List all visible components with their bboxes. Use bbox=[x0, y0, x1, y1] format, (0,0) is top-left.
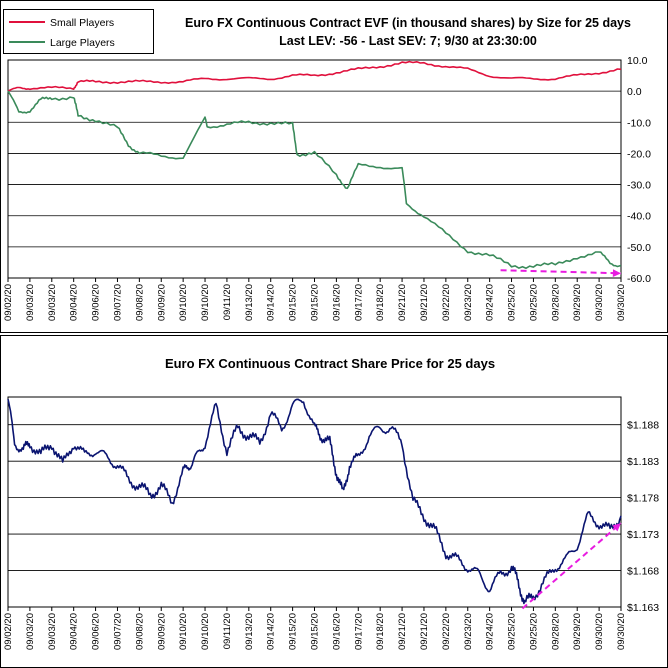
y-tick-label: -60.0 bbox=[627, 273, 651, 285]
x-tick-label: 09/21/20 bbox=[397, 613, 408, 650]
x-tick-label: 09/22/20 bbox=[441, 284, 452, 321]
x-tick-label: 09/23/20 bbox=[463, 284, 474, 321]
x-tick-label: 09/08/20 bbox=[134, 284, 145, 321]
chart-title: Euro FX Continuous Contract Share Price … bbox=[165, 356, 495, 371]
x-tick-label: 09/03/20 bbox=[47, 284, 58, 321]
x-tick-label: 09/08/20 bbox=[134, 613, 145, 650]
x-tick-label: 09/03/20 bbox=[47, 613, 58, 650]
y-tick-label: -40.0 bbox=[627, 211, 651, 223]
x-tick-label: 09/25/20 bbox=[528, 613, 539, 650]
plot-area bbox=[7, 396, 622, 608]
x-tick-label: 09/03/20 bbox=[25, 284, 36, 321]
x-tick-label: 09/02/20 bbox=[3, 284, 14, 321]
x-tick-label: 09/21/20 bbox=[419, 613, 430, 650]
x-tick-label: 09/24/20 bbox=[485, 284, 496, 321]
x-tick-label: 09/14/20 bbox=[266, 284, 277, 321]
y-tick-label: -10.0 bbox=[627, 117, 651, 129]
y-tick-label: $1.183 bbox=[627, 456, 659, 468]
x-tick-label: 09/16/20 bbox=[331, 613, 342, 650]
chart-subtitle: Last LEV: -56 - Last SEV: 7; 9/30 at 23:… bbox=[279, 34, 537, 48]
x-tick-label: 09/07/20 bbox=[112, 284, 123, 321]
x-tick-label: 09/21/20 bbox=[419, 284, 430, 321]
legend: Small Players Large Players bbox=[3, 9, 154, 54]
trend-arrowhead bbox=[612, 269, 621, 278]
x-tick-label: 09/06/20 bbox=[91, 284, 102, 321]
y-tick-label: $1.188 bbox=[627, 420, 659, 432]
x-tick-label: 09/30/20 bbox=[616, 613, 627, 650]
x-tick-label: 09/09/20 bbox=[156, 284, 167, 321]
x-tick-label: 09/15/20 bbox=[288, 613, 299, 650]
plot-area bbox=[7, 59, 622, 279]
legend-label-small-players: Small Players bbox=[50, 17, 114, 29]
series-line-large-players bbox=[7, 90, 622, 269]
x-tick-label: 09/15/20 bbox=[310, 284, 321, 321]
x-tick-label: 09/18/20 bbox=[375, 284, 386, 321]
x-tick-label: 09/30/20 bbox=[594, 613, 605, 650]
x-tick-label: 09/30/20 bbox=[594, 284, 605, 321]
legend-label-large-players: Large Players bbox=[50, 37, 115, 49]
x-tick-label: 09/21/20 bbox=[397, 284, 408, 321]
y-tick-label: 10.0 bbox=[627, 55, 648, 67]
x-tick-label: 09/13/20 bbox=[244, 613, 255, 650]
x-tick-label: 09/17/20 bbox=[353, 613, 364, 650]
x-tick-label: 09/02/20 bbox=[3, 613, 14, 650]
x-tick-label: 09/29/20 bbox=[572, 613, 583, 650]
trend-arrowhead bbox=[612, 523, 621, 532]
x-tick-label: 09/07/20 bbox=[112, 613, 123, 650]
y-tick-label: -50.0 bbox=[627, 242, 651, 254]
x-tick-label: 09/04/20 bbox=[69, 613, 80, 650]
x-tick-label: 09/11/20 bbox=[222, 284, 233, 320]
series-line-price bbox=[7, 398, 622, 605]
y-tick-label: $1.168 bbox=[627, 566, 659, 578]
trend-line bbox=[521, 522, 622, 610]
x-tick-label: 09/25/20 bbox=[507, 284, 518, 321]
x-tick-label: 09/24/20 bbox=[485, 613, 496, 650]
y-tick-label: $1.178 bbox=[627, 493, 659, 505]
x-tick-label: 09/03/20 bbox=[25, 613, 36, 650]
y-tick-label: -30.0 bbox=[627, 180, 651, 192]
chart-title: Euro FX Continuous Contract EVF (in thou… bbox=[185, 16, 631, 30]
price-chart: Euro FX Continuous Contract Share Price … bbox=[0, 335, 668, 668]
x-tick-label: 09/10/20 bbox=[200, 613, 211, 650]
x-tick-label: 09/14/20 bbox=[266, 613, 277, 650]
x-tick-label: 09/22/20 bbox=[441, 613, 452, 650]
x-tick-label: 09/10/20 bbox=[200, 284, 211, 321]
x-tick-label: 09/10/20 bbox=[178, 284, 189, 321]
x-tick-label: 09/11/20 bbox=[222, 613, 233, 649]
series-line-small-players bbox=[7, 60, 622, 92]
x-tick-label: 09/15/20 bbox=[310, 613, 321, 650]
x-tick-label: 09/23/20 bbox=[463, 613, 474, 650]
y-tick-label: $1.163 bbox=[627, 602, 659, 614]
x-tick-label: 09/25/20 bbox=[507, 613, 518, 650]
y-tick-label: 0.0 bbox=[627, 86, 642, 98]
x-tick-label: 09/09/20 bbox=[156, 613, 167, 650]
x-tick-label: 09/28/20 bbox=[550, 613, 561, 650]
x-tick-label: 09/16/20 bbox=[331, 284, 342, 321]
x-tick-label: 09/17/20 bbox=[353, 284, 364, 321]
y-tick-label: -20.0 bbox=[627, 148, 651, 160]
x-tick-label: 09/15/20 bbox=[288, 284, 299, 321]
x-tick-label: 09/10/20 bbox=[178, 613, 189, 650]
x-tick-label: 09/30/20 bbox=[616, 284, 627, 321]
trend-line bbox=[500, 269, 622, 275]
x-tick-label: 09/18/20 bbox=[375, 613, 386, 650]
x-tick-label: 09/04/20 bbox=[69, 284, 80, 321]
evf-chart: Euro FX Continuous Contract EVF (in thou… bbox=[0, 0, 668, 333]
x-tick-label: 09/13/20 bbox=[244, 284, 255, 321]
x-tick-label: 09/29/20 bbox=[572, 284, 583, 321]
legend-box bbox=[3, 9, 154, 54]
x-tick-label: 09/28/20 bbox=[550, 284, 561, 321]
y-tick-label: $1.173 bbox=[627, 529, 659, 541]
x-tick-label: 09/25/20 bbox=[528, 284, 539, 321]
x-tick-label: 09/06/20 bbox=[91, 613, 102, 650]
